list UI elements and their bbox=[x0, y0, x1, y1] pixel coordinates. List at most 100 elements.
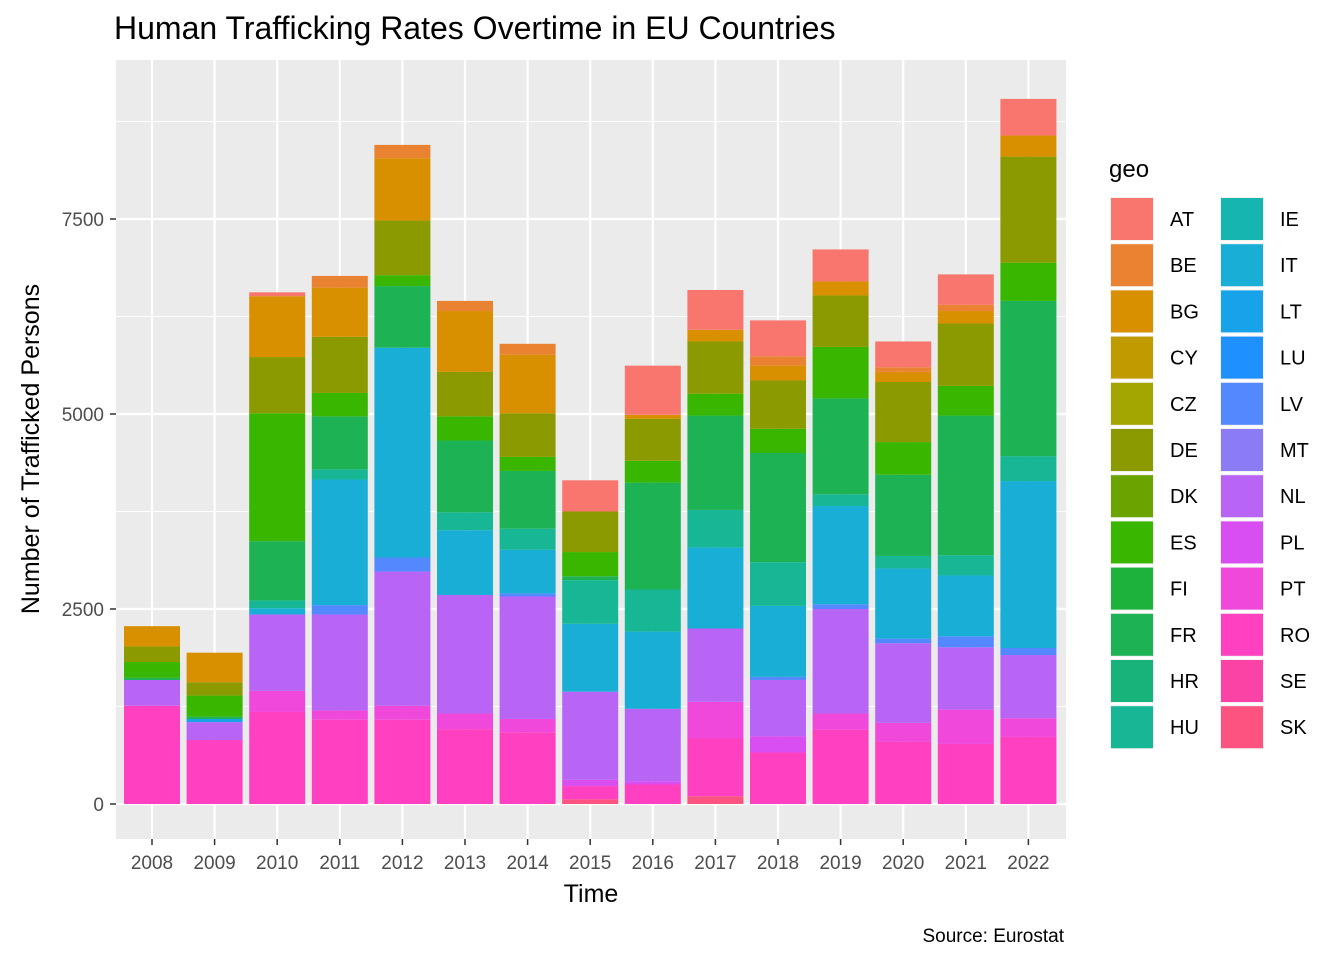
bar-segment-2017-de bbox=[687, 341, 744, 394]
legend-swatch bbox=[1221, 429, 1263, 471]
bar-2017 bbox=[687, 289, 744, 804]
legend-swatch bbox=[1111, 336, 1153, 379]
legend-label: PL bbox=[1280, 532, 1304, 554]
legend-swatch bbox=[1221, 475, 1263, 518]
legend-item-lt: LT bbox=[1220, 289, 1302, 334]
legend-swatch bbox=[1111, 290, 1153, 333]
legend-swatch bbox=[1221, 336, 1263, 379]
legend-item-hr: HR bbox=[1110, 659, 1199, 703]
bar-2013 bbox=[437, 300, 493, 804]
x-tick-label: 2010 bbox=[256, 853, 298, 874]
bar-2009 bbox=[186, 652, 243, 804]
legend-item-at: AT bbox=[1110, 197, 1194, 241]
legend-swatch bbox=[1221, 660, 1263, 702]
legend-label: BG bbox=[1170, 301, 1199, 323]
chart-caption: Source: Eurostat bbox=[922, 926, 1064, 947]
bar-segment-2008-de bbox=[124, 646, 180, 663]
legend-swatch bbox=[1111, 382, 1153, 425]
legend-swatch bbox=[1111, 429, 1153, 471]
bar-segment-2014-ro bbox=[499, 732, 556, 804]
legend-label: FI bbox=[1170, 579, 1188, 601]
bar-segment-2022-lv bbox=[1000, 648, 1057, 656]
legend-item-de: DE bbox=[1110, 428, 1198, 472]
x-tick-label: 2018 bbox=[757, 853, 799, 874]
legend-swatch bbox=[1221, 567, 1263, 610]
legend-label: CZ bbox=[1170, 394, 1197, 416]
legend-swatch bbox=[1111, 706, 1153, 749]
legend-label: FR bbox=[1170, 625, 1197, 647]
bar-segment-2013-nl bbox=[437, 594, 493, 714]
bar-segment-2018-bg bbox=[750, 365, 806, 381]
legend-label: PT bbox=[1280, 579, 1306, 601]
bar-segment-2010-hu bbox=[249, 600, 306, 609]
bar-segment-2020-it bbox=[875, 568, 932, 639]
bar-segment-2017-fr bbox=[687, 415, 744, 510]
bar-segment-2018-be bbox=[750, 356, 806, 366]
bar-segment-2019-de bbox=[812, 295, 869, 347]
bar-segment-2020-be bbox=[875, 367, 932, 372]
bar-segment-2015-it bbox=[562, 623, 619, 692]
bar-segment-2012-es bbox=[374, 275, 431, 287]
bar-segment-2021-at bbox=[937, 274, 994, 305]
bar-segment-2008-es bbox=[124, 662, 180, 678]
bar-2014 bbox=[499, 343, 556, 804]
bar-segment-2012-lv bbox=[374, 557, 431, 572]
legend-item-pt: PT bbox=[1220, 566, 1306, 611]
legend-item-hu: HU bbox=[1110, 705, 1199, 750]
bar-segment-2021-bg bbox=[937, 311, 994, 324]
bar-2012 bbox=[374, 144, 431, 804]
bar-segment-2022-at bbox=[1000, 98, 1057, 136]
bar-segment-2011-fr bbox=[311, 416, 368, 470]
bar-segment-2009-ro bbox=[186, 740, 243, 804]
bar-segment-2011-lv bbox=[311, 605, 368, 615]
bar-segment-2021-fr bbox=[937, 415, 994, 556]
legend-label: SE bbox=[1280, 671, 1307, 693]
bar-segment-2020-de bbox=[875, 382, 932, 443]
bar-segment-2021-nl bbox=[937, 647, 994, 710]
bar-segment-2016-at bbox=[624, 365, 681, 415]
bar-segment-2021-be bbox=[937, 304, 994, 312]
bar-segment-2014-es bbox=[499, 456, 556, 471]
bar-segment-2017-es bbox=[687, 393, 744, 416]
bar-segment-2010-it bbox=[249, 608, 306, 615]
bar-segment-2013-it bbox=[437, 530, 493, 595]
bar-2020 bbox=[875, 341, 932, 804]
bar-segment-2008-nl bbox=[124, 679, 180, 706]
legend-item-pl: PL bbox=[1220, 520, 1304, 565]
legend-label: LT bbox=[1280, 301, 1302, 323]
bar-2015 bbox=[562, 480, 619, 804]
bar-segment-2009-es bbox=[186, 695, 243, 717]
bar-segment-2018-lv bbox=[750, 676, 806, 680]
bar-segment-2013-de bbox=[437, 371, 493, 417]
bar-segment-2014-de bbox=[499, 413, 556, 457]
bar-segment-2017-pt bbox=[687, 701, 744, 739]
bar-segment-2014-be bbox=[499, 343, 556, 355]
bar-segment-2015-at bbox=[562, 480, 619, 512]
legend-label: LV bbox=[1280, 394, 1304, 416]
bar-segment-2014-hu bbox=[499, 528, 556, 550]
y-axis-title: Number of Trafficked Persons bbox=[17, 284, 45, 614]
legend-swatch bbox=[1111, 613, 1153, 656]
bar-segment-2013-be bbox=[437, 300, 493, 312]
bar-segment-2022-bg bbox=[1000, 135, 1057, 157]
bar-segment-2014-pt bbox=[499, 718, 556, 733]
bar-2016 bbox=[624, 365, 681, 804]
bar-segment-2012-bg bbox=[374, 158, 431, 221]
bar-segment-2021-lv bbox=[937, 636, 994, 648]
bar-segment-2010-pt bbox=[249, 690, 306, 712]
bar-segment-2010-de bbox=[249, 357, 306, 414]
bar-segment-2020-fr bbox=[875, 474, 932, 556]
legend-item-nl: NL bbox=[1220, 474, 1306, 519]
bar-segment-2016-ro bbox=[624, 784, 681, 804]
bar-segment-2014-lv bbox=[499, 593, 556, 597]
legend-label: DE bbox=[1170, 440, 1198, 462]
bar-segment-2013-ro bbox=[437, 729, 493, 804]
bar-segment-2010-at bbox=[249, 292, 306, 297]
legend-label: RO bbox=[1280, 625, 1310, 647]
legend-item-se: SE bbox=[1220, 659, 1307, 703]
bars bbox=[124, 98, 1057, 804]
bar-segment-2017-sk bbox=[687, 796, 744, 804]
legend-label: DK bbox=[1170, 486, 1198, 508]
bar-segment-2008-ro bbox=[124, 705, 180, 804]
bar-segment-2018-ro bbox=[750, 752, 806, 804]
